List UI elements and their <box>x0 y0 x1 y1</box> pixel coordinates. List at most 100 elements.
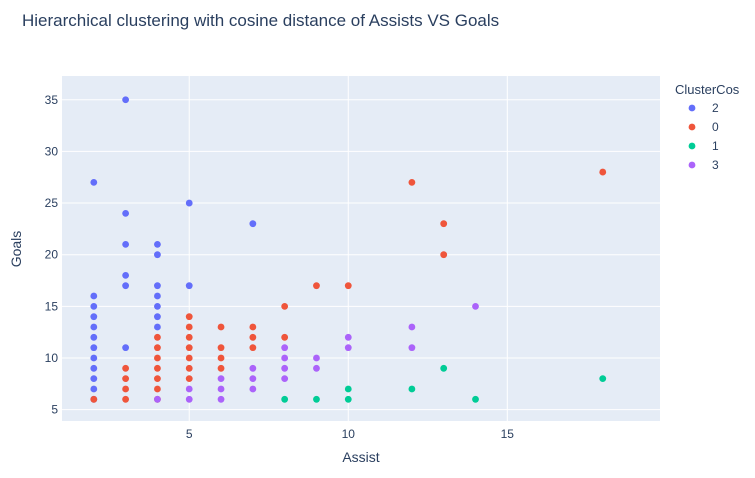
data-point-cluster-0[interactable] <box>122 375 130 383</box>
data-point-cluster-3[interactable] <box>281 354 289 362</box>
data-point-cluster-0[interactable] <box>185 323 193 331</box>
data-point-cluster-2[interactable] <box>90 354 98 362</box>
data-point-cluster-3[interactable] <box>185 385 193 393</box>
data-point-cluster-2[interactable] <box>122 96 130 104</box>
data-point-cluster-3[interactable] <box>408 344 416 352</box>
data-point-cluster-2[interactable] <box>90 385 98 393</box>
data-point-cluster-0[interactable] <box>249 344 257 352</box>
data-point-cluster-3[interactable] <box>408 323 416 331</box>
data-point-cluster-2[interactable] <box>185 282 193 290</box>
data-point-cluster-2[interactable] <box>154 240 161 248</box>
data-point-cluster-3[interactable] <box>344 333 352 341</box>
data-point-cluster-0[interactable] <box>185 364 193 372</box>
data-point-cluster-2[interactable] <box>90 375 98 383</box>
data-point-cluster-3[interactable] <box>185 395 193 403</box>
data-point-cluster-2[interactable] <box>122 209 130 217</box>
data-point-cluster-0[interactable] <box>185 354 193 362</box>
data-point-cluster-0[interactable] <box>408 178 416 186</box>
data-point-cluster-0[interactable] <box>217 323 225 331</box>
data-point-cluster-2[interactable] <box>90 344 98 352</box>
data-point-cluster-2[interactable] <box>90 313 98 321</box>
legend-marker[interactable] <box>688 123 696 131</box>
data-point-cluster-0[interactable] <box>185 375 193 383</box>
data-point-cluster-1[interactable] <box>599 375 607 383</box>
data-point-cluster-2[interactable] <box>90 333 98 341</box>
data-point-cluster-0[interactable] <box>281 333 289 341</box>
data-point-cluster-3[interactable] <box>249 375 257 383</box>
data-point-cluster-0[interactable] <box>122 385 130 393</box>
legend-marker[interactable] <box>688 104 696 112</box>
data-point-cluster-3[interactable] <box>281 344 289 352</box>
data-point-cluster-3[interactable] <box>281 375 289 383</box>
data-point-cluster-3[interactable] <box>217 385 225 393</box>
data-point-cluster-3[interactable] <box>472 302 479 310</box>
data-point-cluster-3[interactable] <box>154 395 161 403</box>
data-point-cluster-0[interactable] <box>217 344 225 352</box>
data-point-cluster-0[interactable] <box>154 333 161 341</box>
legend-item-label[interactable]: 1 <box>712 139 719 153</box>
data-point-cluster-0[interactable] <box>154 354 161 362</box>
data-point-cluster-2[interactable] <box>154 302 161 310</box>
data-point-cluster-2[interactable] <box>122 282 130 290</box>
data-point-cluster-0[interactable] <box>313 282 320 290</box>
data-point-cluster-1[interactable] <box>281 395 289 403</box>
data-point-cluster-2[interactable] <box>185 199 193 207</box>
data-point-cluster-0[interactable] <box>185 344 193 352</box>
data-point-cluster-0[interactable] <box>217 354 225 362</box>
data-point-cluster-3[interactable] <box>249 385 257 393</box>
data-point-cluster-0[interactable] <box>154 375 161 383</box>
data-point-cluster-2[interactable] <box>90 323 98 331</box>
data-point-cluster-0[interactable] <box>90 395 98 403</box>
data-point-cluster-0[interactable] <box>344 282 352 290</box>
data-point-cluster-0[interactable] <box>122 364 130 372</box>
data-point-cluster-2[interactable] <box>154 292 161 300</box>
data-point-cluster-1[interactable] <box>344 395 352 403</box>
data-point-cluster-0[interactable] <box>440 220 448 228</box>
data-point-cluster-3[interactable] <box>313 364 320 372</box>
data-point-cluster-0[interactable] <box>154 344 161 352</box>
legend-marker[interactable] <box>688 161 696 169</box>
data-point-cluster-0[interactable] <box>185 313 193 321</box>
data-point-cluster-3[interactable] <box>281 364 289 372</box>
data-point-cluster-0[interactable] <box>281 302 289 310</box>
data-point-cluster-0[interactable] <box>440 251 448 259</box>
data-point-cluster-3[interactable] <box>249 364 257 372</box>
data-point-cluster-2[interactable] <box>90 364 98 372</box>
data-point-cluster-2[interactable] <box>90 178 98 186</box>
data-point-cluster-2[interactable] <box>154 251 161 259</box>
legend-item-label[interactable]: 0 <box>712 120 719 134</box>
data-point-cluster-3[interactable] <box>313 354 320 362</box>
data-point-cluster-2[interactable] <box>249 220 257 228</box>
data-point-cluster-3[interactable] <box>217 375 225 383</box>
data-point-cluster-2[interactable] <box>154 323 161 331</box>
data-point-cluster-1[interactable] <box>313 395 320 403</box>
data-point-cluster-2[interactable] <box>122 240 130 248</box>
data-point-cluster-0[interactable] <box>154 364 161 372</box>
data-point-cluster-1[interactable] <box>472 395 479 403</box>
data-point-cluster-0[interactable] <box>217 364 225 372</box>
legend-item-label[interactable]: 3 <box>712 158 719 172</box>
legend-item-label[interactable]: 2 <box>712 101 719 115</box>
data-point-cluster-0[interactable] <box>249 333 257 341</box>
data-point-cluster-2[interactable] <box>122 344 130 352</box>
data-point-cluster-2[interactable] <box>154 313 161 321</box>
data-point-cluster-0[interactable] <box>154 385 161 393</box>
data-point-cluster-0[interactable] <box>122 395 130 403</box>
data-point-cluster-2[interactable] <box>90 302 98 310</box>
data-point-cluster-1[interactable] <box>440 364 448 372</box>
data-point-cluster-3[interactable] <box>217 395 225 403</box>
x-tick-label: 10 <box>342 427 356 441</box>
data-point-cluster-0[interactable] <box>185 333 193 341</box>
plot-area[interactable] <box>62 76 660 421</box>
tick-labels: 5 10 15 5 10 15 20 25 30 35 <box>45 93 515 441</box>
data-point-cluster-1[interactable] <box>344 385 352 393</box>
data-point-cluster-2[interactable] <box>154 282 161 290</box>
data-point-cluster-2[interactable] <box>90 292 98 300</box>
data-point-cluster-0[interactable] <box>249 323 257 331</box>
legend-marker[interactable] <box>688 142 696 150</box>
data-point-cluster-0[interactable] <box>599 168 607 176</box>
data-point-cluster-1[interactable] <box>408 385 416 393</box>
data-point-cluster-3[interactable] <box>344 344 352 352</box>
data-point-cluster-2[interactable] <box>122 271 130 279</box>
